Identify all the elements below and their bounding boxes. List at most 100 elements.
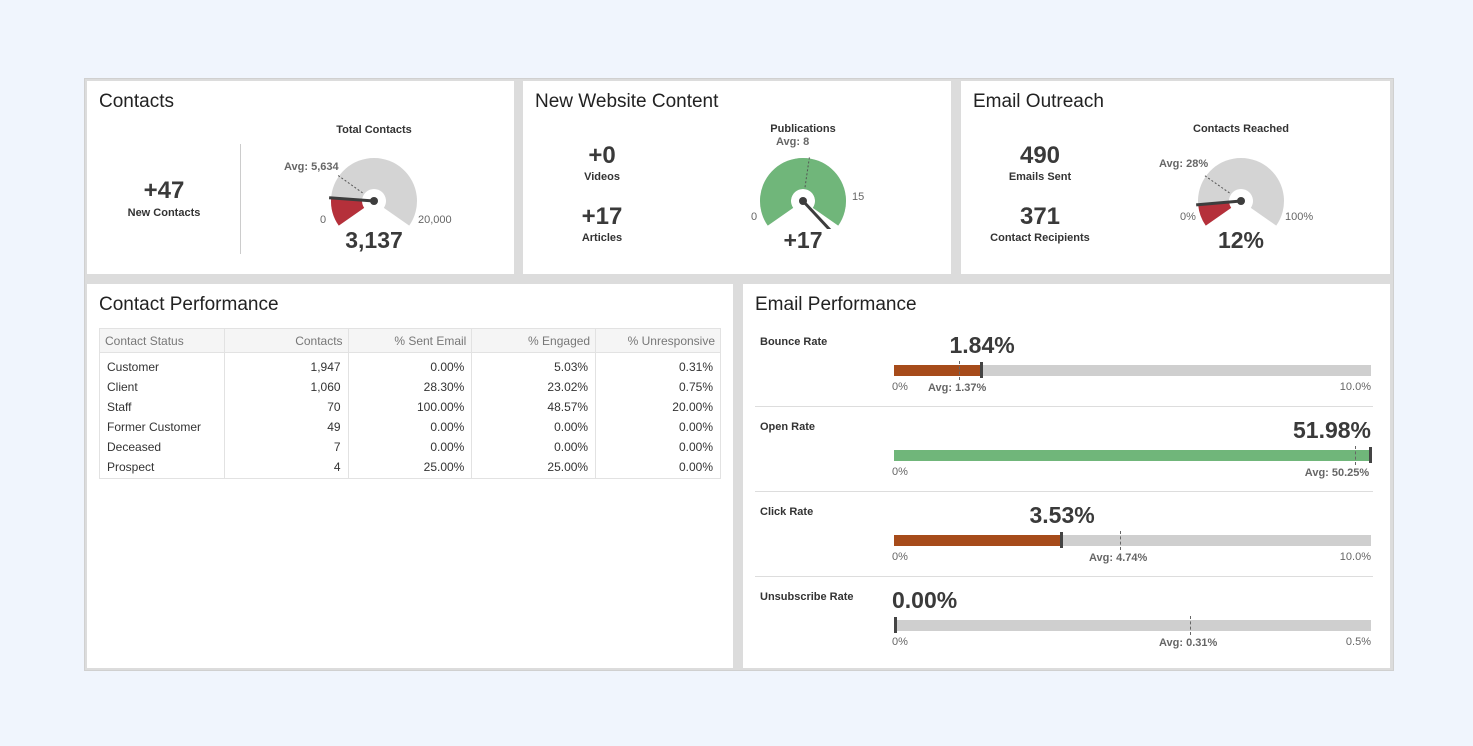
bullet-row: Bounce Rate 1.84% 0% 10.0% Avg: 1.37% — [755, 322, 1373, 407]
column-header[interactable]: % Unresponsive — [595, 328, 721, 353]
bullet-value-marker — [980, 362, 983, 378]
publications-value: +17 — [783, 227, 823, 253]
email-performance-card: Email Performance Bounce Rate 1.84% 0% 10.0… — [743, 284, 1390, 668]
bullet-min-label: 0% — [892, 551, 908, 563]
bullet-metric-name: Bounce Rate — [760, 336, 828, 348]
gauge-hub — [1237, 197, 1245, 205]
table-cell: Client — [99, 376, 225, 397]
table-cell: 1,947 — [223, 352, 349, 377]
contact-recipients-label: Contact Recipients — [990, 232, 1090, 244]
bullet-track — [894, 616, 1371, 635]
gauge-avg-marker — [337, 174, 363, 194]
table-header-row: Contact Status Contacts % Sent Email % E… — [99, 328, 721, 353]
bullet-value: 1.84% — [949, 332, 1015, 358]
bullet-row: Open Rate 51.98% 0% Avg: 50.25% — [755, 407, 1373, 492]
publications-min-label: 0 — [751, 211, 758, 223]
bullet-metric-name: Click Rate — [760, 506, 814, 518]
table-cell: Former Customer — [99, 416, 225, 437]
table-cell: 23.02% — [471, 376, 597, 397]
table-cell: 0.00% — [471, 436, 597, 457]
column-header[interactable]: Contacts — [223, 328, 349, 353]
bullet-fill — [894, 535, 1062, 546]
contacts-reached-value: 12% — [1217, 227, 1265, 253]
contact-performance-table: Contact Status Contacts % Sent Email % E… — [99, 328, 721, 479]
table-cell: 25.00% — [347, 456, 473, 479]
table-row: Customer 1,947 0.00% 5.03% 0.31% — [99, 352, 721, 377]
gauge-fill — [331, 197, 365, 226]
gauge-needle — [801, 199, 832, 229]
bullet-track — [894, 361, 1371, 380]
bullet-row: Unsubscribe Rate 0.00% 0% 0.5% Avg: 0.31% — [755, 577, 1373, 657]
bullet-metric-name: Open Rate — [760, 421, 816, 433]
bullet-value-marker — [894, 617, 897, 633]
bullet-fill — [894, 450, 1371, 461]
table-cell: 70 — [223, 396, 349, 417]
gauge-needle — [329, 196, 375, 203]
table-row: Client 1,060 28.30% 23.02% 0.75% — [99, 376, 721, 397]
table-cell: Prospect — [99, 456, 225, 479]
contact-recipients-value: 371 — [1019, 203, 1061, 230]
table-cell: 100.00% — [347, 396, 473, 417]
bullet-track — [894, 531, 1371, 550]
contacts-reached-min-label: 0% — [1180, 211, 1196, 223]
table-row: Former Customer 49 0.00% 0.00% 0.00% — [99, 416, 721, 437]
column-header[interactable]: % Engaged — [471, 328, 597, 353]
table-cell: 7 — [223, 436, 349, 457]
videos-label: Videos — [584, 171, 620, 183]
bullet-min-label: 0% — [892, 466, 908, 478]
bullet-max-label: 10.0% — [1339, 551, 1371, 563]
table-cell: 0.00% — [471, 416, 597, 437]
bullet-value: 51.98% — [1293, 417, 1372, 443]
contacts-reached-avg-label: Avg: 28% — [1159, 158, 1209, 170]
publications-max-label: 15 — [852, 191, 865, 203]
bullet-avg-label: Avg: 0.31% — [1159, 637, 1218, 649]
bullet-avg-label: Avg: 50.25% — [1304, 467, 1370, 479]
gauge-needle — [1196, 199, 1242, 207]
table-row: Staff 70 100.00% 48.57% 20.00% — [99, 396, 721, 417]
table-cell: Customer — [99, 352, 225, 377]
gauge-hub — [370, 197, 378, 205]
publications-avg-label: Avg: 8 — [776, 136, 810, 148]
table-cell: Deceased — [99, 436, 225, 457]
contacts-card: Contacts +47 New Contacts Total Contacts… — [87, 81, 514, 274]
email-outreach-card-title: Email Outreach — [973, 91, 1104, 112]
gauge-avg-marker — [1203, 174, 1230, 194]
table-row: Deceased 7 0.00% 0.00% 0.00% — [99, 436, 721, 457]
table-cell: 4 — [223, 456, 349, 479]
column-header[interactable]: % Sent Email — [347, 328, 473, 353]
gauge-fill — [1198, 202, 1232, 226]
table-cell: 0.00% — [595, 456, 721, 479]
table-cell: 28.30% — [347, 376, 473, 397]
publications-gauge-title: Publications — [770, 123, 836, 135]
bullet-min-label: 0% — [892, 381, 908, 393]
bullet-value: 3.53% — [1029, 502, 1095, 528]
bullet-avg-label: Avg: 1.37% — [928, 382, 987, 394]
bullet-min-label: 0% — [892, 636, 908, 648]
bullet-row: Click Rate 3.53% 0% 10.0% Avg: 4.74% — [755, 492, 1373, 577]
emails-sent-label: Emails Sent — [1008, 171, 1072, 183]
column-header[interactable]: Contact Status — [99, 328, 225, 353]
contacts-divider — [240, 144, 241, 254]
website-content-card: New Website Content +0 Videos +17 Articl… — [523, 81, 951, 274]
total-contacts-avg-label: Avg: 5,634 — [284, 161, 339, 173]
bullet-max-label: 0.5% — [1345, 636, 1371, 648]
total-contacts-value: 3,137 — [345, 227, 403, 253]
publications-gauge — [760, 156, 846, 229]
bullet-value-marker — [1060, 532, 1063, 548]
contacts-reached-max-label: 100% — [1285, 211, 1314, 223]
table-cell: 0.00% — [347, 352, 473, 377]
table-cell: 25.00% — [471, 456, 597, 479]
table-row: Prospect 4 25.00% 25.00% 0.00% — [99, 456, 721, 479]
bullet-avg-marker — [959, 361, 960, 380]
articles-value: +17 — [581, 203, 623, 230]
bullet-avg-marker — [1120, 531, 1121, 550]
table-cell: 0.31% — [595, 352, 721, 377]
contacts-card-title: Contacts — [99, 91, 174, 112]
bullet-avg-label: Avg: 4.74% — [1089, 552, 1148, 564]
total-contacts-gauge-title: Total Contacts — [336, 124, 412, 136]
total-contacts-max-label: 20,000 — [418, 214, 452, 226]
gauge-hub — [799, 197, 807, 205]
new-contacts-label: New Contacts — [127, 207, 201, 219]
total-contacts-gauge — [329, 158, 417, 226]
videos-value: +0 — [588, 142, 616, 169]
